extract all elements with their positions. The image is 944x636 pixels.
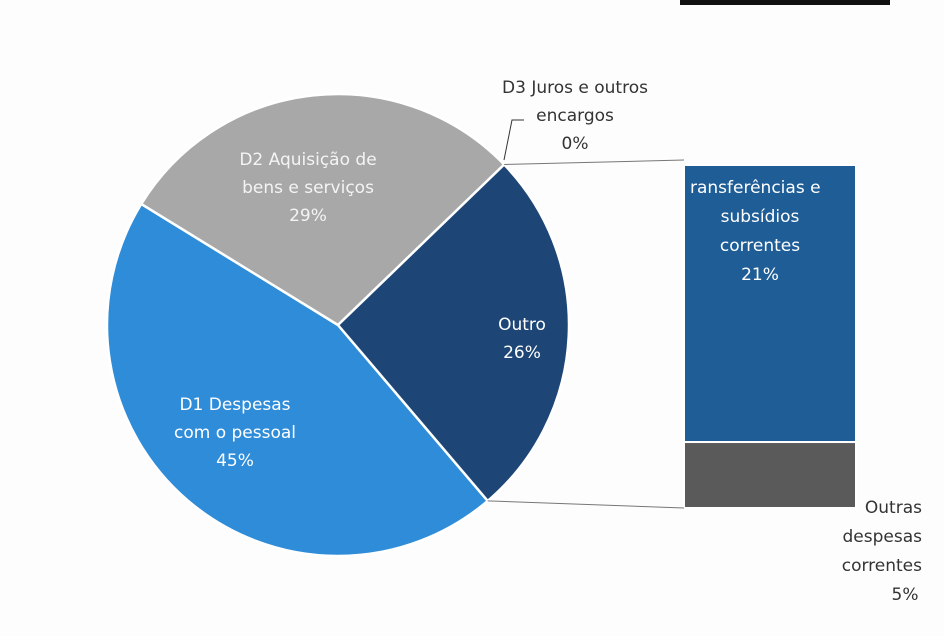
leader-line (503, 119, 524, 161)
rule (680, 0, 890, 5)
bar-label: correntes (720, 236, 800, 256)
slice-value: 0% (562, 134, 589, 154)
bar-label: subsídios (721, 207, 800, 227)
connector (504, 159, 685, 166)
connector (487, 500, 685, 509)
bar-label: Outras (865, 498, 922, 518)
bar-label: despesas (843, 527, 923, 547)
slice-value: 29% (289, 206, 327, 226)
bar-value: 21% (741, 265, 779, 285)
slice-label: D2 Aquisição de (239, 150, 376, 170)
bar-segment (683, 164, 857, 444)
pie-slice (336, 162, 571, 503)
slice-label: encargos (536, 106, 614, 126)
bar-label: correntes (842, 556, 922, 576)
pie-slice (105, 202, 490, 558)
pie-slice (139, 92, 506, 327)
slice-label: com o pessoal (174, 423, 296, 443)
slice-label: D3 Juros e outros (502, 78, 648, 98)
slice-value: 26% (503, 343, 541, 363)
bar-segment (683, 441, 857, 509)
bar-label: ransferências e (690, 178, 821, 198)
slice-label: D1 Despesas (179, 395, 290, 415)
slice-value: 45% (216, 451, 254, 471)
bar-value: 5% (892, 585, 919, 605)
plot: D1 Despesas com o pessoal 45% D2 Aquisição … (105, 78, 923, 605)
slice-label: Outro (498, 315, 546, 335)
slice-label: bens e serviços (242, 178, 374, 198)
